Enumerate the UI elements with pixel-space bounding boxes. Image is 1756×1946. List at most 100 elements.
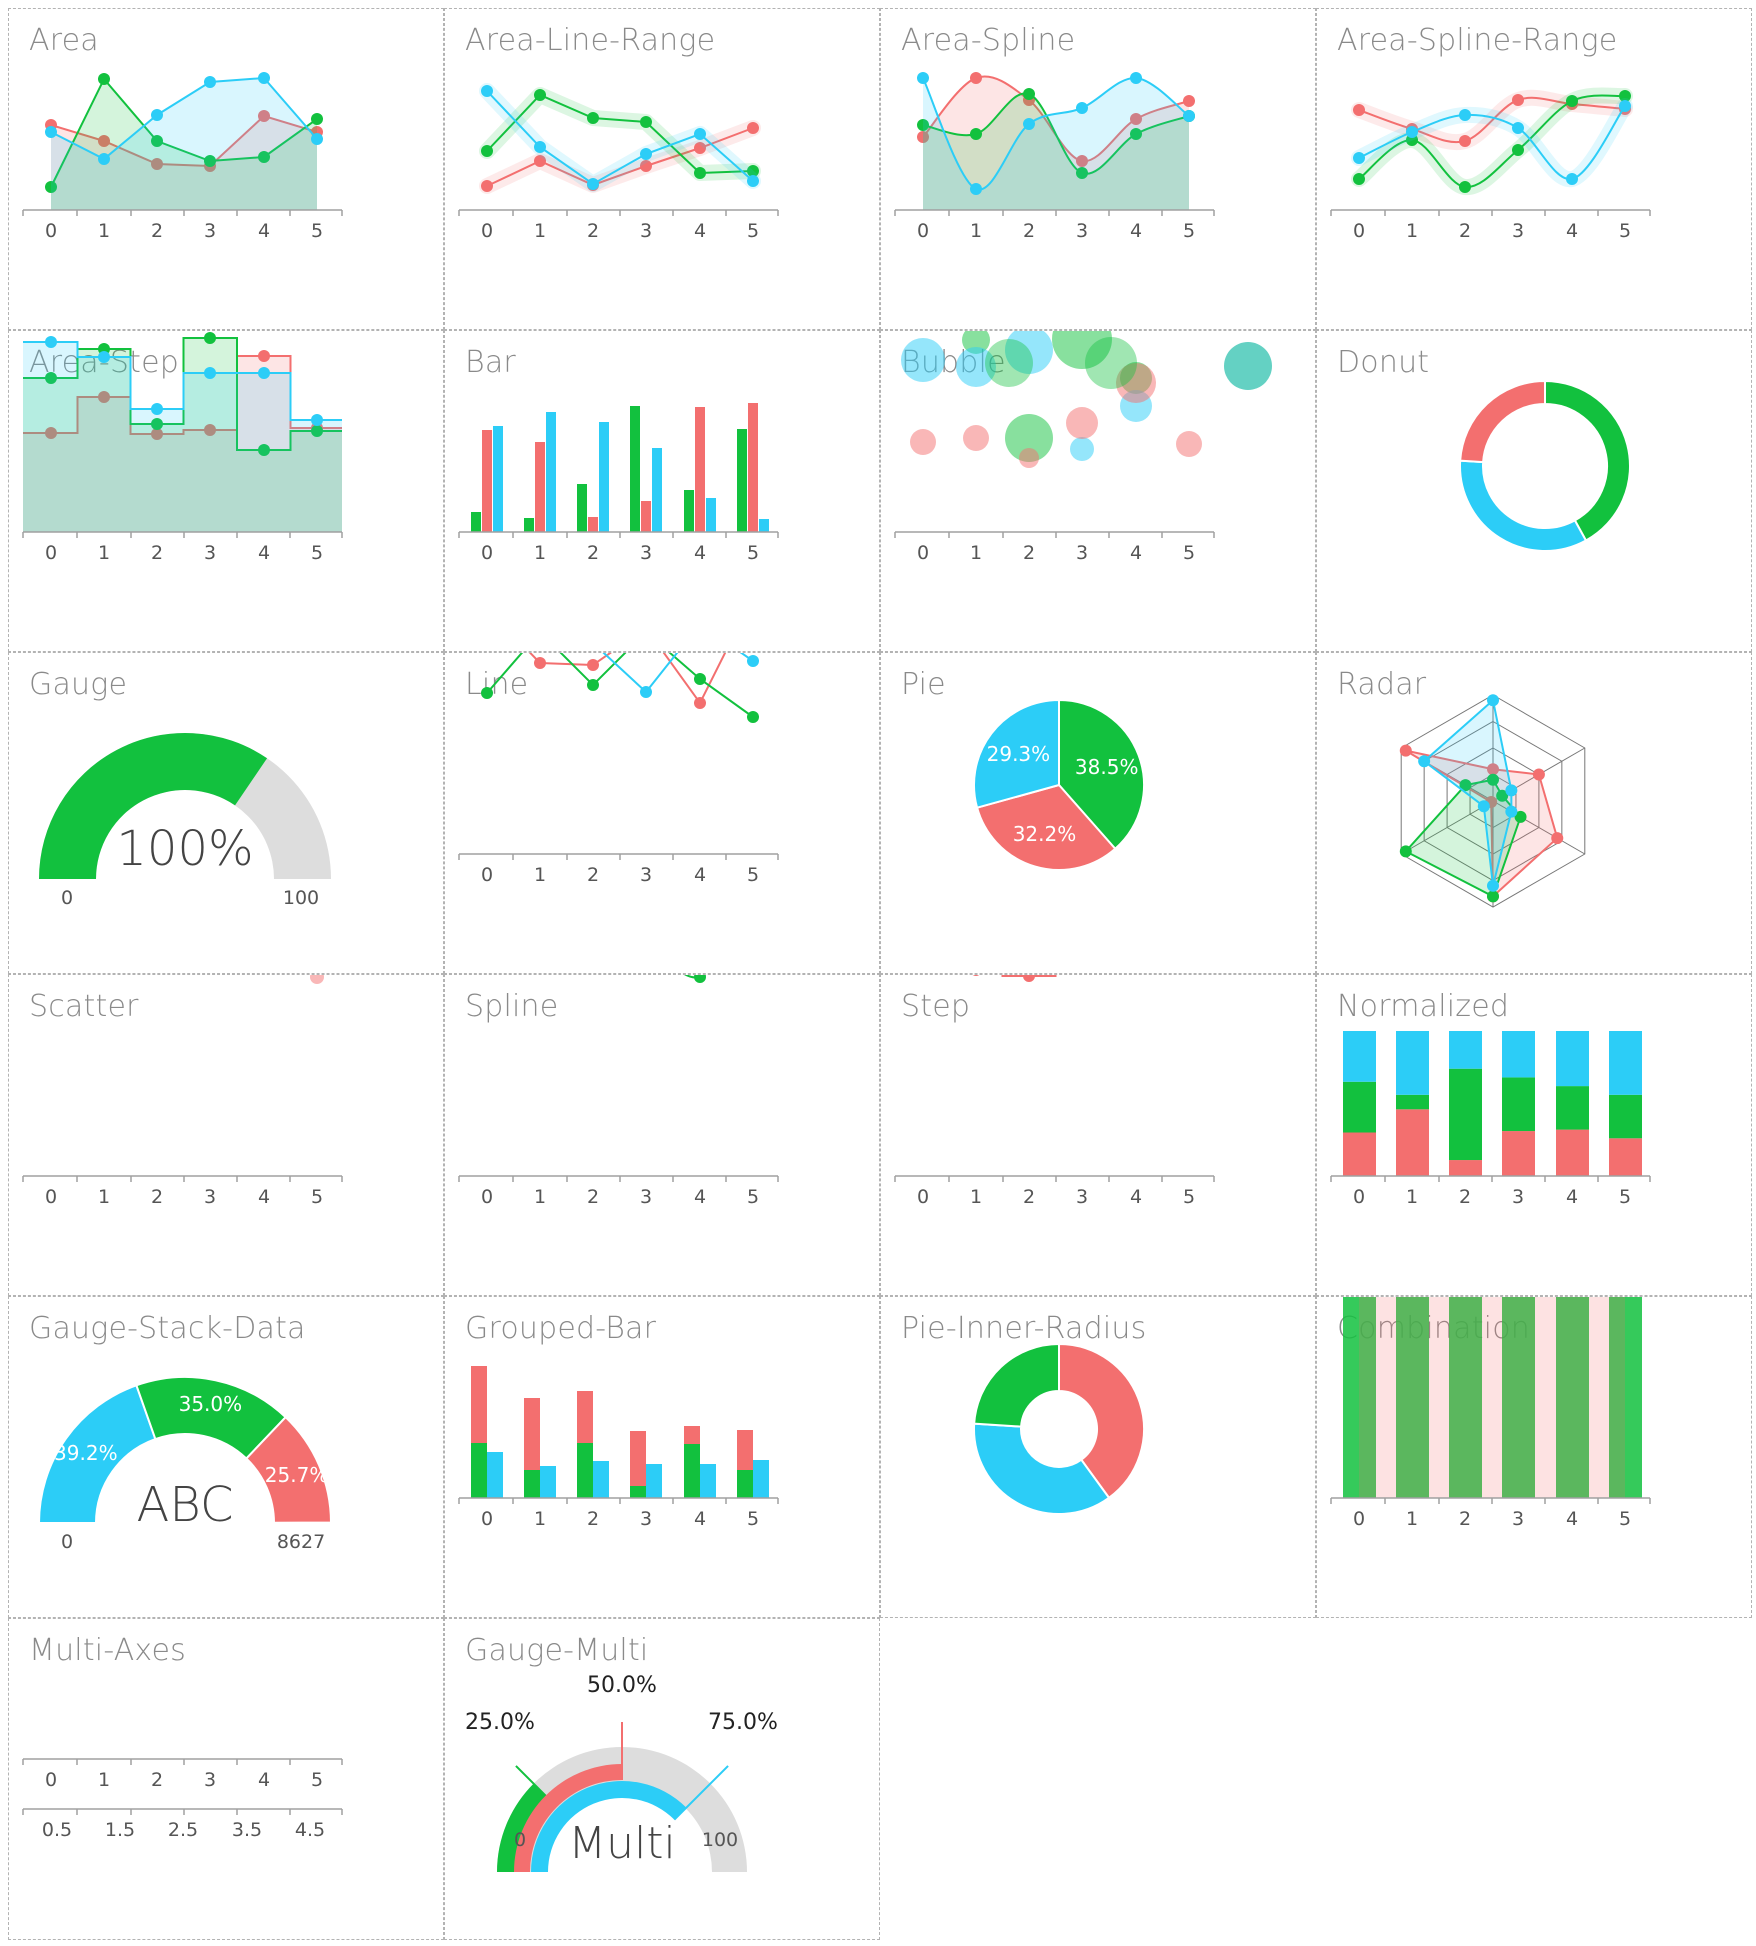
bar-green	[1449, 1297, 1482, 1498]
x-tick-label: 2	[587, 220, 599, 242]
slice-red	[1459, 379, 1546, 464]
data-point-blue	[311, 133, 323, 145]
data-point-blue	[151, 109, 163, 121]
x-tick-label: 5	[1619, 1186, 1631, 1208]
chart-title: Line	[465, 667, 529, 702]
data-point-green	[1459, 181, 1471, 193]
series-area-red	[923, 76, 1189, 210]
data-point-green	[481, 687, 493, 699]
x-tick-label: 0	[45, 542, 57, 564]
x-tick-label: 0	[45, 220, 57, 242]
chart-panel-scatter: Scatter 0 1 2 3 4 5	[8, 974, 444, 1296]
radar-point-blue	[1477, 800, 1490, 813]
bar-red	[482, 430, 492, 532]
x-tick-label: 0	[481, 1508, 493, 1530]
chart-grouped-bar-svg: 0 1 2 3 4 5	[458, 1366, 779, 1530]
data-point-blue	[45, 336, 57, 348]
x-tick-label: 0	[1353, 1186, 1365, 1208]
chart-title: Gauge-Multi	[465, 1633, 649, 1668]
data-point-green	[98, 73, 110, 85]
x-tick-label: 1	[98, 542, 110, 564]
data-point-green	[1512, 144, 1524, 156]
data-point-green	[1566, 95, 1578, 107]
plot: 0 1 2 3 4 5	[894, 331, 1272, 564]
x-tick-label: 0	[481, 220, 493, 242]
bar-green	[524, 1470, 540, 1498]
gauge-segment-label: 25.7%	[265, 1463, 329, 1487]
data-point-blue	[640, 686, 652, 698]
gauge-background	[497, 1747, 747, 1872]
bar-green	[524, 518, 534, 532]
bubble-point-green	[962, 331, 990, 354]
slice-blue	[973, 1422, 1111, 1515]
stacked-segment-blue	[1556, 1031, 1589, 1087]
x-tick-label: 4	[258, 1186, 270, 1208]
chart-panel-gauge-multi: Gauge-Multi 25.0% 50.0% 75.0% Multi 0 100	[444, 1618, 880, 1940]
data-point-red	[1512, 94, 1524, 106]
data-point-green	[694, 167, 706, 179]
data-point-red	[45, 427, 57, 439]
radar-point-green	[1459, 779, 1472, 792]
stacked-segment-green	[1449, 1068, 1482, 1161]
slice-blue	[973, 698, 1060, 809]
x-tick-label: 4	[694, 1186, 706, 1208]
secondary-tick-label: 3.5	[232, 1819, 262, 1841]
chart-title: Normalized	[1337, 989, 1510, 1024]
radar-point-green	[1514, 810, 1527, 823]
data-point-red	[204, 424, 216, 436]
slice-label: 29.3%	[987, 742, 1051, 766]
bar-green	[471, 1443, 487, 1498]
data-point-red	[1076, 155, 1088, 167]
x-tick-label: 3	[204, 1186, 216, 1208]
radar-point-blue	[1487, 879, 1499, 892]
chart-title: Step	[901, 989, 971, 1024]
series-line-blue	[23, 341, 342, 421]
stacked-segment-red	[1396, 1109, 1429, 1176]
data-point-blue	[1353, 152, 1365, 164]
chart-panel-pie: Pie 38.5% 32.2% 29.3%	[880, 652, 1316, 974]
series-area-green	[23, 338, 342, 532]
data-point-red	[534, 155, 546, 167]
data-point-blue	[1619, 100, 1631, 112]
data-point-green	[204, 155, 216, 167]
slice-green	[1544, 379, 1631, 542]
bar-red	[737, 1430, 753, 1470]
secondary-tick-label: 1.5	[105, 1819, 135, 1841]
plot: 38.5% 32.2% 29.3%	[973, 698, 1145, 871]
x-tick-label: 1	[534, 864, 546, 886]
data-point-blue	[534, 141, 546, 153]
x-tick-label: 2	[587, 864, 599, 886]
stacked-segment-blue	[1609, 1031, 1642, 1095]
bar-red	[588, 517, 598, 532]
data-point-green	[694, 975, 706, 983]
radar-point-green	[1496, 789, 1509, 802]
gauge-segment-red	[244, 1415, 333, 1524]
data-point-red	[151, 158, 163, 170]
x-tick-label: 0	[1353, 1508, 1365, 1530]
bubble-point-green	[1052, 331, 1112, 369]
stacked-segment-blue	[1502, 1031, 1535, 1078]
chart-scatter-svg: 0 1 2 3 4 5	[22, 975, 343, 1208]
data-point-red	[970, 72, 982, 84]
data-point-blue	[587, 178, 599, 190]
data-point-blue	[258, 72, 270, 84]
x-tick-label: 4	[1566, 220, 1578, 242]
chart-area-step-svg: 0 1 2 3 4 5	[22, 332, 343, 564]
chart-bubble-svg: 0 1 2 3 4 5	[894, 331, 1272, 564]
gauge-ring-red	[514, 1764, 622, 1872]
series-area-green	[923, 93, 1189, 210]
chart-radar-svg	[1399, 694, 1586, 908]
data-point-blue	[258, 367, 270, 379]
chart-gauge-svg: 100% 0 100	[39, 733, 331, 909]
radar-point-blue	[1487, 694, 1499, 707]
x-tick-label: 0	[45, 1769, 57, 1791]
data-point-green	[747, 711, 759, 723]
chart-panel-area: Area 0 1 2 3 4 5	[8, 8, 444, 330]
chart-title: Grouped-Bar	[465, 1311, 657, 1346]
data-point-green	[694, 673, 706, 685]
plot: 0 1 2 3 4 5	[22, 975, 343, 1208]
x-tick-label: 2	[151, 1186, 163, 1208]
chart-panel-multi-axes: Multi-Axes 0 1 2 3 4 5 0.5 1.5 2.5 3.5 4.5	[8, 1618, 444, 1940]
data-point-red	[587, 659, 599, 671]
